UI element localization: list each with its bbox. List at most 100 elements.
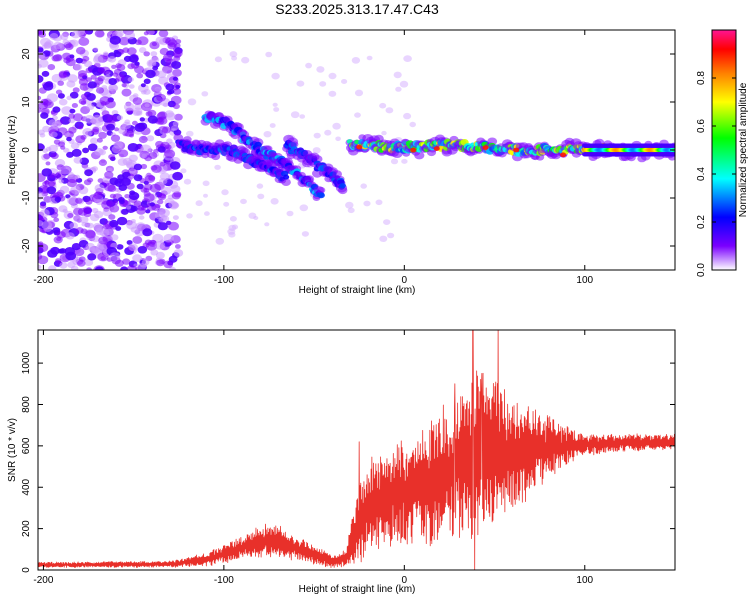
snr-y-tick-label: 400	[21, 478, 32, 495]
spectrogram-cell	[214, 56, 222, 63]
spectrogram-cell	[47, 64, 56, 71]
spectrogram-cell	[341, 79, 348, 84]
spectrogram-cell	[141, 206, 147, 211]
spectrogram-cell	[45, 81, 53, 88]
spectrogram-cell	[95, 227, 103, 234]
spectrogram-cell	[163, 260, 174, 269]
spectrogram-cell	[316, 66, 325, 73]
spectrogram-cell	[223, 201, 230, 207]
spectrogram-cell	[101, 110, 110, 117]
spectrogram-cell	[59, 262, 68, 269]
spectrogram-cell	[69, 54, 75, 59]
spectrogram-cell	[126, 47, 137, 56]
spectrogram-x-tick-label: -100	[214, 275, 234, 286]
spectrogram-cell	[53, 217, 60, 223]
spectrogram-cell	[53, 139, 61, 145]
spectrogram-cell	[113, 141, 123, 149]
spectrogram-cell	[102, 208, 113, 217]
spectrogram-y-tick-label: 20	[21, 48, 32, 60]
snr-frame	[37, 329, 676, 571]
spectrogram-cell	[40, 98, 49, 106]
spectrogram-cell	[154, 241, 166, 250]
spectrogram-cell	[231, 55, 238, 61]
spectrogram-cell	[134, 65, 144, 74]
spectrogram-cell	[66, 136, 72, 142]
spectrogram-cell	[106, 114, 118, 124]
spectrogram-cell	[156, 259, 165, 267]
spectrogram-cell	[172, 69, 182, 77]
spectrogram-cell	[90, 137, 99, 145]
snr-y-tick-label: 1000	[21, 352, 32, 375]
spectrogram-cell	[92, 126, 100, 133]
spectrogram-cell	[140, 187, 148, 193]
spectrogram-cell	[97, 75, 105, 82]
spectrogram-y-label: Frequency (Hz)	[7, 116, 18, 185]
spectrogram-cell	[286, 210, 294, 217]
spectrogram-cell	[154, 86, 162, 92]
spectrogram-cell	[38, 47, 44, 53]
spectrogram-cell	[160, 186, 172, 195]
snr-y-label: SNR (10 * v/v)	[7, 418, 18, 482]
spectrogram-cell	[42, 125, 51, 133]
spectrogram-cell	[40, 209, 50, 217]
spectrogram-cell	[38, 107, 42, 113]
spectrogram-cell	[108, 83, 118, 92]
spectrogram-cell	[113, 200, 119, 206]
spectrogram-cell	[317, 192, 325, 199]
spectrogram-cell	[229, 216, 237, 222]
spectrogram-cell	[138, 135, 148, 144]
spectrogram-cell	[114, 259, 124, 267]
spectrogram-cell	[126, 220, 137, 230]
spectrogram-cell	[299, 204, 309, 212]
spectrogram-cell	[165, 83, 175, 91]
spectrogram-cell	[328, 90, 337, 97]
spectrogram-y-tick-label: 0	[21, 147, 32, 153]
spectrogram-cell	[117, 158, 128, 166]
spectrogram-cell	[360, 183, 368, 189]
spectrogram-cell	[108, 214, 116, 220]
spectrogram-cell	[487, 137, 498, 146]
spectrogram-cell	[38, 264, 42, 269]
spectrogram-cell	[58, 70, 68, 78]
spectrogram-cell	[72, 87, 80, 93]
spectrogram-cell	[42, 148, 48, 153]
spectrogram-x-tick-label: -200	[33, 275, 53, 286]
spectrogram-cell	[60, 145, 66, 150]
spectrogram-cell	[180, 168, 187, 174]
spectrogram-cell	[172, 171, 184, 181]
spectrogram-cell	[128, 191, 140, 201]
spectrogram-cell	[39, 203, 47, 209]
spectrogram-cell	[100, 256, 106, 261]
spectrogram-cell	[50, 152, 59, 160]
spectrogram-cell	[50, 246, 60, 255]
spectrogram-cell	[241, 56, 250, 64]
spectrogram-cell	[59, 165, 71, 175]
spectrogram-y-tick-label: -20	[21, 238, 32, 253]
colorbar-tick-label: 0.2	[696, 215, 707, 229]
spectrogram-cell	[129, 168, 137, 174]
spectrogram-cell	[107, 200, 114, 206]
spectrogram-cell	[86, 267, 92, 270]
spectrogram-cell	[121, 83, 127, 88]
spectrogram-cell	[58, 98, 68, 106]
spectrogram-cell	[116, 115, 124, 121]
snr-x-tick-label: -100	[214, 575, 234, 586]
spectrogram-cell	[71, 30, 81, 39]
snr-x-tick-label: 100	[576, 575, 593, 586]
spectrogram-cell	[319, 81, 327, 87]
spectrogram-cell	[283, 174, 290, 180]
spectrogram-cell	[172, 215, 179, 221]
spectrogram-cell	[78, 78, 88, 86]
spectrogram-cell	[97, 67, 106, 74]
spectrogram-cell	[272, 102, 278, 107]
spectrogram-cell	[134, 103, 143, 110]
spectrogram-cell	[269, 123, 276, 128]
spectrogram-cell	[109, 35, 121, 45]
spectrogram-cell	[147, 109, 157, 117]
spectrogram-cell	[43, 153, 51, 160]
spectrogram-cell	[127, 143, 139, 152]
spectrogram-cell	[328, 72, 337, 80]
spectrogram-cell	[171, 192, 181, 200]
spectrogram-cell	[111, 64, 117, 69]
